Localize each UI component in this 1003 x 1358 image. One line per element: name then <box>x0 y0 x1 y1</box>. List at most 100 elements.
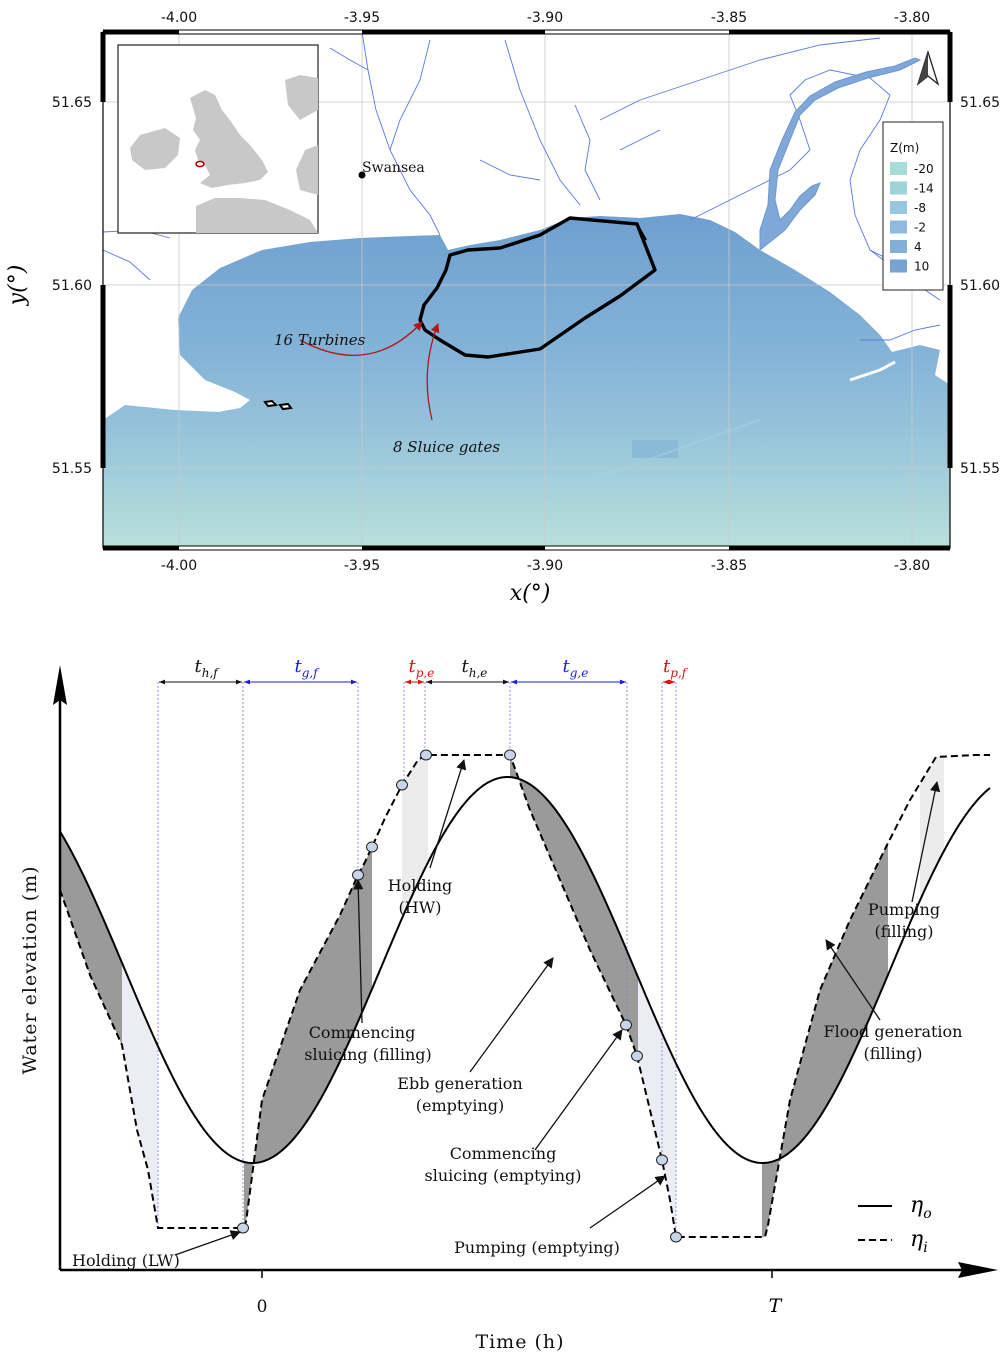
label-ebb-1: Ebb generation <box>397 1074 522 1093</box>
generation-fills <box>60 755 944 1237</box>
legend-swatch <box>890 201 907 214</box>
label-pumping-filling-2: (filling) <box>874 922 933 941</box>
map-xtick-top: -3.95 <box>344 10 380 26</box>
legend-entry-label: -8 <box>914 201 926 215</box>
legend-title: Z(m) <box>890 141 919 155</box>
legend-swatch <box>890 259 907 273</box>
arrow-pumping-emptying <box>589 1175 666 1229</box>
map-ytick-left: 51.55 <box>52 461 92 477</box>
arrow-holding-lw <box>174 1230 241 1256</box>
event-marker <box>396 779 408 791</box>
map-ytick-right: 51.65 <box>960 95 1000 111</box>
legend-entry-label: 10 <box>914 260 929 274</box>
map-xtick-bottom: -3.85 <box>711 558 747 574</box>
sluice-arrow <box>426 323 440 421</box>
map-panel: Swansea Z(m) -20 -14 -8 -2 4 10 <box>5 10 1000 606</box>
label-pumping-emptying: Pumping (emptying) <box>454 1238 620 1257</box>
arrow-commencing-filling <box>353 878 364 1024</box>
map-ylabel: y(°) <box>5 265 30 307</box>
map-xtick-bottom: -3.90 <box>527 558 563 574</box>
lagoon-wall <box>418 216 657 359</box>
label-commencing-filling-1: Commencing <box>309 1023 416 1042</box>
rock-1 <box>263 399 279 408</box>
map-xtick-top: -4.00 <box>161 10 197 26</box>
legend-swatch <box>890 220 907 234</box>
map-xtick-bottom: -3.80 <box>894 558 930 574</box>
label-commencing-filling-2: sluicing (filling) <box>304 1045 432 1064</box>
pumping-fill <box>638 977 676 1237</box>
legend-entry-label: -2 <box>914 221 926 235</box>
phase-boundaries <box>157 682 677 1237</box>
cycle-xlabel: Time (h) <box>475 1331 564 1353</box>
event-marker <box>620 1019 632 1031</box>
arrow-commencing-emptying <box>534 1029 623 1151</box>
map-xlabel: x(°) <box>510 581 551 606</box>
map-frame-alt <box>179 30 729 550</box>
rivers <box>103 32 941 341</box>
phase-duration-label: th,f <box>195 656 221 680</box>
outer-water-level-curve <box>59 776 991 1164</box>
flood-generation-fill <box>762 843 888 1237</box>
label-ebb-2: (emptying) <box>416 1096 505 1115</box>
legend-eta-i: ηi <box>910 1227 928 1256</box>
ebb-generation-fill <box>510 755 638 1061</box>
annotation-arrows <box>174 759 941 1256</box>
sluice-label: 8 Sluice gates <box>393 438 500 456</box>
phase-duration-label: tp,f <box>663 656 689 680</box>
label-flood-1: Flood generation <box>824 1022 963 1041</box>
label-commencing-emptying-1: Commencing <box>450 1144 557 1163</box>
phase-duration-label: th,e <box>462 656 488 680</box>
cycle-panel: th,f tg,f tp,e th,e tg,e tp,f 0 T Time (h) Wa… <box>19 656 998 1353</box>
lagoon-wall-spur <box>636 223 647 241</box>
map-xtick-bottom: -4.00 <box>161 558 197 574</box>
legend-swatch <box>890 240 907 253</box>
legend-entry-label: -20 <box>914 162 934 176</box>
depth-legend: Z(m) -20 -14 -8 -2 4 10 <box>882 121 944 291</box>
turbines-arrow <box>299 321 423 356</box>
map-ytick-right: 51.55 <box>960 461 1000 477</box>
event-marker <box>352 869 364 881</box>
annotations: Holding (LW) Commencing sluicing (fillin… <box>72 876 962 1270</box>
label-pumping-filling-1: Pumping <box>868 900 940 919</box>
legend-entry-label: 4 <box>914 240 922 254</box>
arrow-pumping-filling <box>911 780 941 903</box>
tick-label-T: T <box>769 1295 783 1317</box>
event-markers <box>237 749 682 1243</box>
phase-duration-label: tg,e <box>563 656 589 680</box>
event-marker <box>670 1231 682 1243</box>
pumping-fill <box>920 756 944 901</box>
label-holding-hw-2: (HW) <box>399 898 442 917</box>
legend-entry-label: -14 <box>914 182 934 196</box>
map-xtick-top: -3.80 <box>894 10 930 26</box>
event-marker <box>631 1050 643 1062</box>
swansea-label: Swansea <box>362 160 425 176</box>
elevation-axis-arrow-icon <box>53 665 67 705</box>
cycle-legend: ηo ηi <box>858 1193 932 1256</box>
flood-generation-fill <box>244 847 372 1226</box>
inset-map <box>117 44 319 234</box>
swansea-marker <box>358 171 366 179</box>
phase-duration-label: tg,f <box>295 656 321 680</box>
arrow-flood <box>825 939 881 1021</box>
pumping-fill <box>122 962 158 1228</box>
label-flood-2: (filling) <box>863 1044 922 1063</box>
event-marker <box>420 749 432 761</box>
map-xtick-top: -3.90 <box>527 10 563 26</box>
legend-swatch <box>890 181 907 195</box>
seabed-channel <box>589 419 761 481</box>
map-ytick-left: 51.65 <box>52 95 92 111</box>
legend-eta-o: ηo <box>910 1193 932 1222</box>
rock-2 <box>278 402 293 411</box>
phase-duration-label: tp,e <box>409 656 435 680</box>
legend-swatch <box>890 162 907 175</box>
tick-label-0: 0 <box>257 1297 268 1317</box>
map-ytick-right: 51.60 <box>960 278 1000 294</box>
breakwater <box>849 360 896 382</box>
north-arrow-icon <box>916 49 940 86</box>
phase-durations: th,f tg,f tp,e th,e tg,e tp,f <box>159 656 689 685</box>
pumping-fill <box>402 755 428 919</box>
map-xtick-top: -3.85 <box>711 10 747 26</box>
event-marker <box>237 1222 249 1234</box>
event-marker <box>656 1154 668 1166</box>
arrow-holding-hw <box>429 759 467 869</box>
